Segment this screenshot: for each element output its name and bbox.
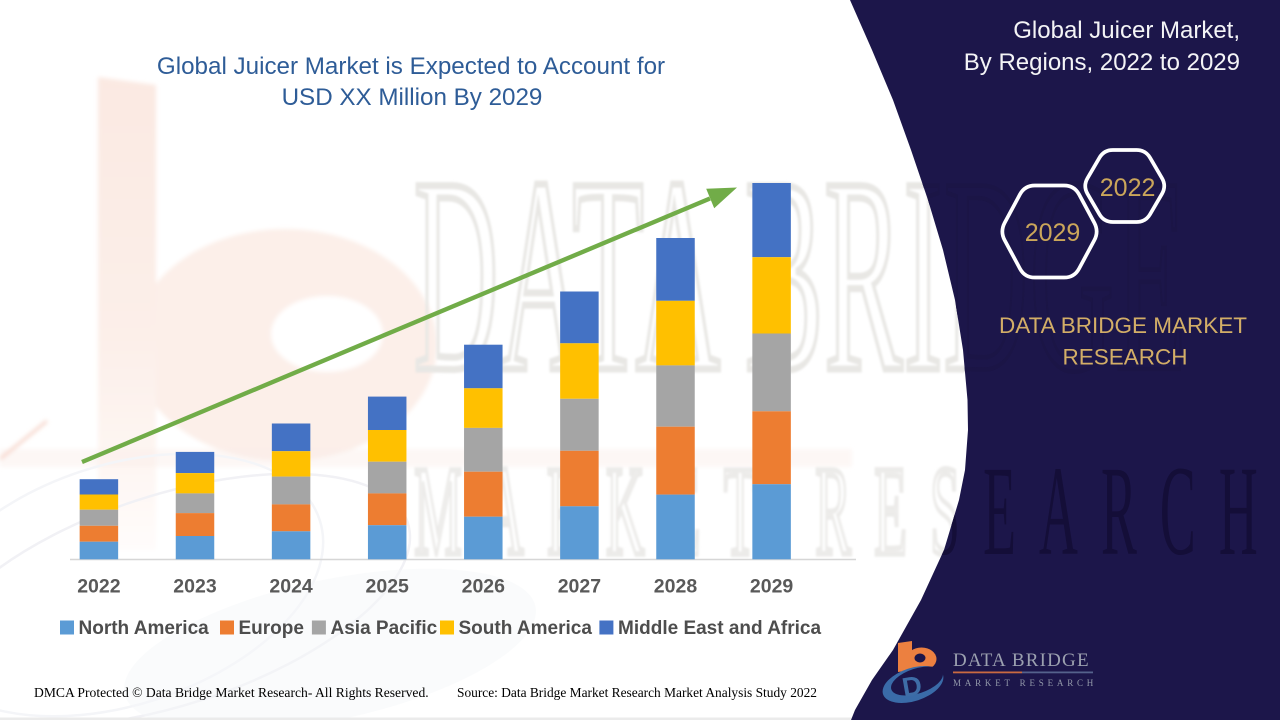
svg-text:2025: 2025 (366, 576, 410, 598)
svg-text:RESEARCH: RESEARCH (1062, 345, 1187, 370)
svg-text:Europe: Europe (239, 618, 304, 639)
svg-text:DATA BRIDGE MARKET: DATA BRIDGE MARKET (999, 313, 1247, 338)
svg-text:North America: North America (79, 618, 210, 639)
svg-text:2027: 2027 (558, 576, 601, 598)
svg-text:MARKET RESEARCH: MARKET RESEARCH (953, 678, 1097, 688)
svg-text:2023: 2023 (173, 576, 217, 598)
svg-text:Asia Pacific: Asia Pacific (331, 618, 438, 639)
svg-text:Global Juicer Market is Expect: Global Juicer Market is Expected to Acco… (157, 53, 665, 80)
svg-text:Middle East and Africa: Middle East and Africa (618, 618, 821, 639)
svg-text:Source: Data Bridge Market Res: Source: Data Bridge Market Research Mark… (457, 685, 817, 700)
svg-text:USD XX Million By 2029: USD XX Million By 2029 (282, 84, 543, 111)
svg-text:Global Juicer Market,: Global Juicer Market, (1013, 17, 1240, 44)
svg-text:2024: 2024 (269, 576, 313, 598)
svg-text:South America: South America (459, 618, 593, 639)
svg-text:DATA BRIDGE: DATA BRIDGE (953, 650, 1090, 671)
svg-text:2029: 2029 (750, 576, 794, 598)
svg-text:2028: 2028 (654, 576, 698, 598)
svg-text:2022: 2022 (1100, 174, 1156, 202)
svg-text:By Regions, 2022 to 2029: By Regions, 2022 to 2029 (964, 49, 1240, 76)
svg-text:2022: 2022 (77, 576, 121, 598)
svg-text:DMCA Protected © Data Bridge M: DMCA Protected © Data Bridge Market Rese… (34, 685, 429, 700)
svg-text:2026: 2026 (462, 576, 506, 598)
svg-text:2029: 2029 (1025, 219, 1081, 247)
